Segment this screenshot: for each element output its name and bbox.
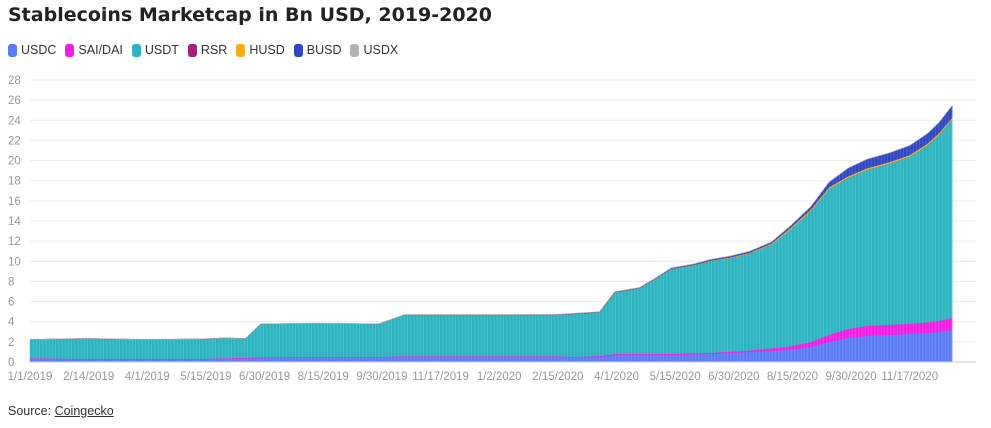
legend-label: SAI/DAI <box>78 43 123 57</box>
y-tick-label: 26 <box>8 95 21 107</box>
legend-label: USDT <box>144 43 179 57</box>
legend-label: BUSD <box>306 43 342 57</box>
x-tick-label: 9/30/2019 <box>356 371 407 383</box>
y-tick-label: 2 <box>8 337 14 349</box>
area-usdx[interactable] <box>29 104 953 340</box>
legend-swatch <box>236 43 246 57</box>
x-tick-label: 2/14/2019 <box>63 371 114 383</box>
x-tick-label: 8/15/2019 <box>298 371 349 383</box>
x-tick-label: 2/15/2020 <box>532 371 583 383</box>
x-tick-label: 11/17/2019 <box>412 371 469 383</box>
legend-swatch <box>8 43 17 57</box>
x-tick-label: 4/1/2019 <box>125 371 170 383</box>
x-tick-label: 6/30/2019 <box>239 371 290 383</box>
x-tick-label: 8/15/2020 <box>767 371 818 383</box>
y-tick-label: 28 <box>8 75 21 87</box>
legend-label: USDX <box>363 43 399 57</box>
source-note: Source: Coingecko <box>8 404 114 418</box>
column-hatching <box>29 106 952 362</box>
chart-title: Stablecoins Marketcap in Bn USD, 2019-20… <box>8 4 492 26</box>
y-tick-label: 24 <box>8 115 21 127</box>
legend-swatch <box>293 43 303 57</box>
legend-item-rsr[interactable]: RSR <box>187 43 228 57</box>
source-link[interactable]: Coingecko <box>54 404 114 418</box>
y-tick-label: 4 <box>8 317 15 329</box>
x-tick-label: 5/15/2020 <box>650 371 701 383</box>
y-tick-label: 22 <box>8 135 21 147</box>
legend-label: USDC <box>21 43 57 57</box>
legend-item-busd[interactable]: BUSD <box>293 43 342 57</box>
y-tick-label: 20 <box>8 156 21 168</box>
x-tick-label: 6/30/2020 <box>708 371 759 383</box>
x-tick-label: 4/1/2020 <box>594 371 639 383</box>
y-tick-label: 6 <box>8 297 14 309</box>
legend: USDC SAI/DAI USDT RSR HUSD BUSD USDX <box>8 43 407 57</box>
legend-swatch <box>131 43 141 57</box>
x-tick-label: 1/2/2020 <box>477 371 522 383</box>
legend-swatch <box>187 43 197 57</box>
y-tick-label: 16 <box>8 196 21 208</box>
legend-item-usdx[interactable]: USDX <box>350 43 398 57</box>
legend-item-husd[interactable]: HUSD <box>236 43 285 57</box>
y-tick-label: 12 <box>8 236 21 248</box>
y-tick-label: 8 <box>8 276 14 288</box>
source-label: Source: <box>8 404 52 418</box>
x-tick-label: 9/30/2020 <box>826 371 877 383</box>
legend-swatch <box>65 43 75 57</box>
legend-item-sai-dai[interactable]: SAI/DAI <box>65 43 123 57</box>
y-tick-label: 18 <box>8 176 21 188</box>
y-tick-label: 10 <box>8 256 21 268</box>
x-tick-label: 5/15/2019 <box>180 371 231 383</box>
legend-swatch <box>350 43 360 57</box>
legend-item-usdc[interactable]: USDC <box>8 43 56 57</box>
x-tick-label: 1/1/2019 <box>8 371 53 383</box>
legend-item-usdt[interactable]: USDT <box>131 43 179 57</box>
y-tick-label: 0 <box>8 357 14 369</box>
x-tick-label: 11/17/2020 <box>881 371 938 383</box>
legend-label: RSR <box>200 43 228 57</box>
legend-label: HUSD <box>249 43 285 57</box>
y-tick-label: 14 <box>8 216 21 228</box>
